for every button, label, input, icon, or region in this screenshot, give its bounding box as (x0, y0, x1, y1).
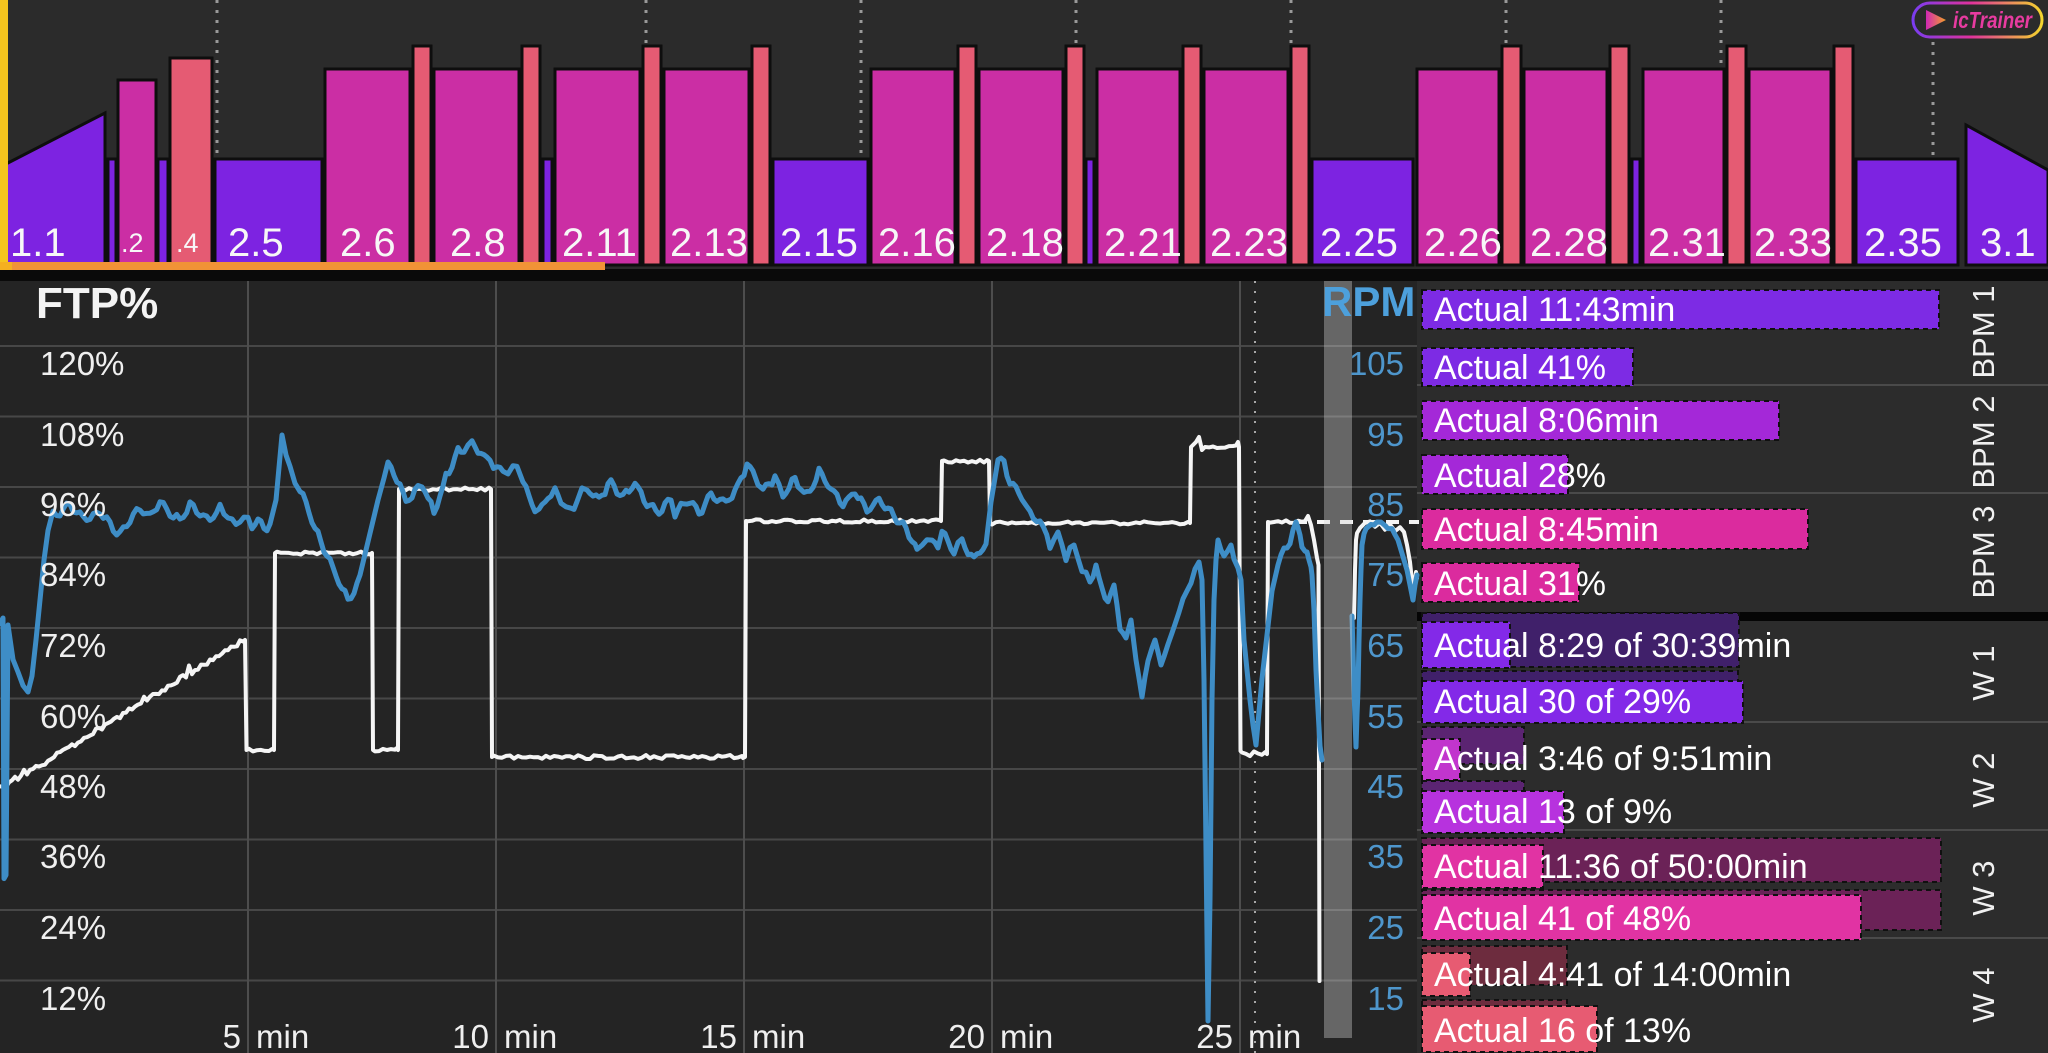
svg-text:Actual 4:41 of 14:00min: Actual 4:41 of 14:00min (1434, 956, 1791, 994)
svg-text:15: 15 (700, 1018, 737, 1053)
svg-text:45: 45 (1367, 768, 1404, 805)
svg-text:BPM 2: BPM 2 (1966, 395, 2001, 488)
svg-text:75: 75 (1367, 556, 1404, 593)
svg-text:W 4: W 4 (1966, 967, 2001, 1022)
svg-text:2.5: 2.5 (228, 221, 284, 265)
svg-text:W 1: W 1 (1966, 645, 2001, 700)
svg-text:25: 25 (1367, 909, 1404, 946)
svg-text:35: 35 (1367, 838, 1404, 875)
svg-text:2.25: 2.25 (1320, 221, 1398, 265)
svg-text:25: 25 (1196, 1018, 1233, 1053)
svg-text:RPM: RPM (1322, 278, 1415, 325)
svg-text:5: 5 (223, 1018, 241, 1053)
svg-text:2.35: 2.35 (1864, 221, 1942, 265)
svg-text:24%: 24% (40, 909, 106, 946)
svg-text:12%: 12% (40, 980, 106, 1017)
svg-text:48%: 48% (40, 768, 106, 805)
svg-text:BPM 1: BPM 1 (1966, 285, 2001, 378)
svg-text:min: min (504, 1018, 557, 1053)
svg-text:96%: 96% (40, 486, 106, 523)
svg-text:min: min (256, 1018, 309, 1053)
svg-text:Actual 41%: Actual 41% (1434, 349, 1606, 387)
svg-text:2.23: 2.23 (1210, 221, 1288, 265)
svg-text:2.31: 2.31 (1648, 221, 1726, 265)
svg-text:Actual 11:43min: Actual 11:43min (1434, 291, 1675, 329)
svg-text:84%: 84% (40, 556, 106, 593)
svg-text:Actual 8:29 of 30:39min: Actual 8:29 of 30:39min (1434, 627, 1791, 665)
svg-text:Actual 16 of 13%: Actual 16 of 13% (1434, 1012, 1691, 1050)
svg-text:1.1: 1.1 (10, 221, 66, 265)
svg-text:65: 65 (1367, 627, 1404, 664)
svg-text:2.16: 2.16 (878, 221, 956, 265)
svg-text:2.13: 2.13 (670, 221, 748, 265)
svg-text:min: min (1000, 1018, 1053, 1053)
svg-text:Actual 13 of 9%: Actual 13 of 9% (1434, 793, 1672, 831)
svg-text:Actual 41 of 48%: Actual 41 of 48% (1434, 900, 1691, 938)
svg-text:95: 95 (1367, 416, 1404, 453)
svg-text:2.28: 2.28 (1530, 221, 1608, 265)
svg-text:2.8: 2.8 (450, 221, 506, 265)
svg-text:120%: 120% (40, 345, 124, 382)
svg-text:Actual 11:36 of 50:00min: Actual 11:36 of 50:00min (1434, 848, 1808, 886)
svg-text:W 2: W 2 (1966, 752, 2001, 807)
svg-text:36%: 36% (40, 838, 106, 875)
svg-text:2.15: 2.15 (780, 221, 858, 265)
svg-text:.4: .4 (176, 228, 199, 258)
svg-text:Actual 31%: Actual 31% (1434, 565, 1606, 603)
svg-text:10: 10 (452, 1018, 489, 1053)
svg-text:2.26: 2.26 (1424, 221, 1502, 265)
svg-text:3.1: 3.1 (1980, 221, 2036, 265)
svg-text:min: min (752, 1018, 805, 1053)
svg-text:2.6: 2.6 (340, 221, 396, 265)
svg-text:W 3: W 3 (1966, 860, 2001, 915)
svg-text:72%: 72% (40, 627, 106, 664)
svg-text:15: 15 (1367, 980, 1404, 1017)
svg-text:2.21: 2.21 (1104, 221, 1182, 265)
svg-text:55: 55 (1367, 698, 1404, 735)
svg-text:Actual 30 of 29%: Actual 30 of 29% (1434, 683, 1691, 721)
svg-text:FTP%: FTP% (36, 279, 158, 328)
svg-text:108%: 108% (40, 416, 124, 453)
svg-text:Actual 28%: Actual 28% (1434, 457, 1606, 495)
svg-text:icTrainer: icTrainer (1953, 7, 2033, 33)
svg-text:BPM 3: BPM 3 (1966, 505, 2001, 598)
svg-text:2.11: 2.11 (562, 221, 637, 265)
svg-text:Actual 8:45min: Actual 8:45min (1434, 511, 1659, 549)
svg-text:105: 105 (1349, 345, 1404, 382)
svg-text:Actual 3:46 of 9:51min: Actual 3:46 of 9:51min (1434, 740, 1772, 778)
svg-text:2.18: 2.18 (986, 221, 1064, 265)
svg-text:20: 20 (948, 1018, 985, 1053)
svg-text:Actual 8:06min: Actual 8:06min (1434, 402, 1659, 440)
svg-text:85: 85 (1367, 486, 1404, 523)
svg-text:min: min (1248, 1018, 1301, 1053)
svg-text:.2: .2 (121, 228, 144, 258)
svg-text:60%: 60% (40, 698, 106, 735)
svg-text:2.33: 2.33 (1754, 221, 1832, 265)
